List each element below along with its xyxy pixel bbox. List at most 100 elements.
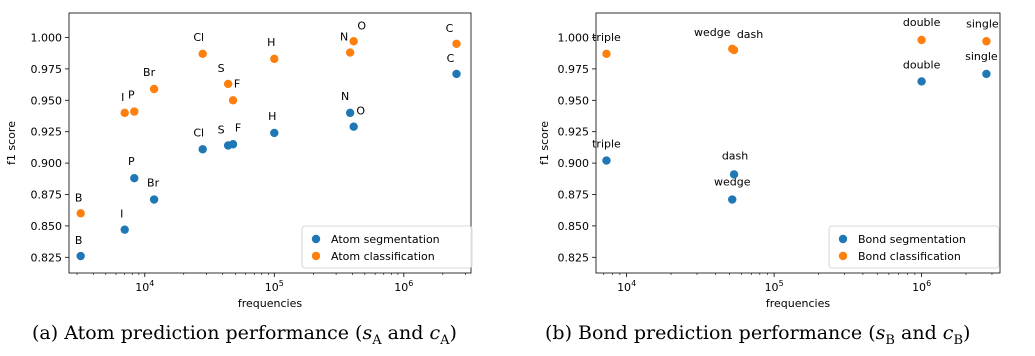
x-tick-label: 105 [265,279,284,294]
point-label: S [218,124,225,137]
point-label: Cl [193,31,204,44]
point-label: dash [722,149,748,162]
point-label: single [966,17,999,30]
x-tick-label: 105 [765,279,784,294]
point-label: P [128,155,135,168]
point-segmentation-i [120,225,129,234]
point-classification-cl [198,49,207,59]
legend-marker [838,234,848,244]
point-segmentation-dash [729,170,739,179]
caption-a-prefix: (a) Atom prediction performance ( [32,322,363,344]
point-label: F [234,77,240,90]
point-segmentation-p [130,173,139,183]
caption-b-suffix: ) [963,322,971,344]
point-label: Cl [193,126,204,139]
y-tick-label: 0.825 [31,251,63,264]
caption-a-mid: and [381,322,430,344]
point-segmentation-h [270,128,279,138]
legend-entry: Atom segmentation [331,233,440,246]
caption-b-sub1: B [885,332,895,348]
point-classification-b [76,209,85,218]
point-label: O [356,105,365,118]
point-classification-f [228,96,238,105]
caption-b-mid: and [894,322,943,344]
y-axis-label: f1 score [538,121,551,165]
point-classification-o [349,37,358,46]
caption-b-sub2: B [953,332,963,348]
point-label: N [340,31,348,44]
legend-box [828,225,1000,269]
plot-frame [595,12,1001,274]
point-classification-s [223,79,233,89]
figure: 0.825 0.850 0.875 0.900 0.925 0.950 0.975 1.000… [5,12,1001,310]
point-label: dash [737,28,763,41]
point-segmentation-triple [602,156,611,165]
x-tick-label: 106 [912,279,931,294]
legend-entry: Atom classification [331,250,435,263]
y-tick-label: 0.900 [558,157,590,170]
y-tick-label: 1.000 [31,31,63,44]
legend-box [301,225,473,269]
point-segmentation-c [452,69,461,79]
point-label: double [903,58,941,71]
point-segmentation-n [345,108,355,118]
y-tick-label: 1.000 [558,31,590,44]
point-label: I [120,208,123,221]
point-label: wedge [714,176,751,189]
x-tick-label: 106 [394,279,413,294]
point-label: I [121,91,124,104]
y-tick-label: 0.900 [31,157,63,170]
point-label: single [965,50,998,63]
y-tick-label: 0.950 [558,94,590,107]
y-tick-label: 0.875 [31,188,63,201]
point-label: triple [592,138,621,151]
point-label: triple [592,31,621,44]
caption-b-prefix: (b) Bond prediction performance ( [545,322,876,344]
point-label: S [218,62,225,75]
point-segmentation-single [982,69,991,79]
y-tick-label: 0.975 [31,63,63,76]
caption-b-var1: s [875,322,886,344]
point-label: N [341,90,349,103]
point-segmentation-br [149,195,159,204]
point-label: Br [143,66,156,79]
point-label: H [267,36,275,49]
point-label: H [268,110,276,123]
caption-a-suffix: ) [449,322,457,344]
caption-a-var2: c [429,322,441,344]
point-label: C [447,52,455,65]
y-tick-label: 0.875 [558,188,590,201]
y-tick-label: 0.925 [31,126,63,139]
point-segmentation-o [349,122,358,131]
caption-b: (b) Bond prediction performance (sB and … [545,322,970,348]
point-label: wedge [694,26,731,39]
point-segmentation-wedge [728,195,737,204]
point-label: C [446,22,454,35]
point-segmentation-cl [198,145,207,154]
point-label: B [75,191,83,204]
point-label: double [903,16,941,29]
y-tick-label: 0.850 [31,220,63,233]
legend-entry: Bond classification [858,250,961,263]
x-axis-label: frequencies [766,297,830,310]
y-tick-label: 0.950 [31,94,63,107]
caption-a-var1: s [362,322,373,344]
caption-a: (a) Atom prediction performance (sA and … [32,322,457,348]
caption-b-var2: c [942,322,954,344]
point-label: B [75,234,83,247]
point-segmentation-f [228,140,238,149]
caption-a-sub2: A [440,332,450,348]
y-axis-label: f1 score [5,121,18,165]
legend-entry: Bond segmentation [858,233,966,246]
point-classification-h [270,54,279,64]
point-label: P [128,89,135,102]
chart-panel-bond: 0.825 0.850 0.875 0.900 0.925 0.950 0.975 1.000… [538,12,1001,310]
point-classification-p [130,107,139,116]
chart-panel-atom: 0.825 0.850 0.875 0.900 0.925 0.950 0.975 1.000… [5,12,473,310]
point-classification-dash [729,45,739,55]
point-classification-c [452,39,461,48]
y-tick-label: 0.925 [558,126,590,139]
y-tick-label: 0.825 [558,251,590,264]
x-tick-label: 104 [617,279,636,294]
point-label: Br [147,177,160,190]
